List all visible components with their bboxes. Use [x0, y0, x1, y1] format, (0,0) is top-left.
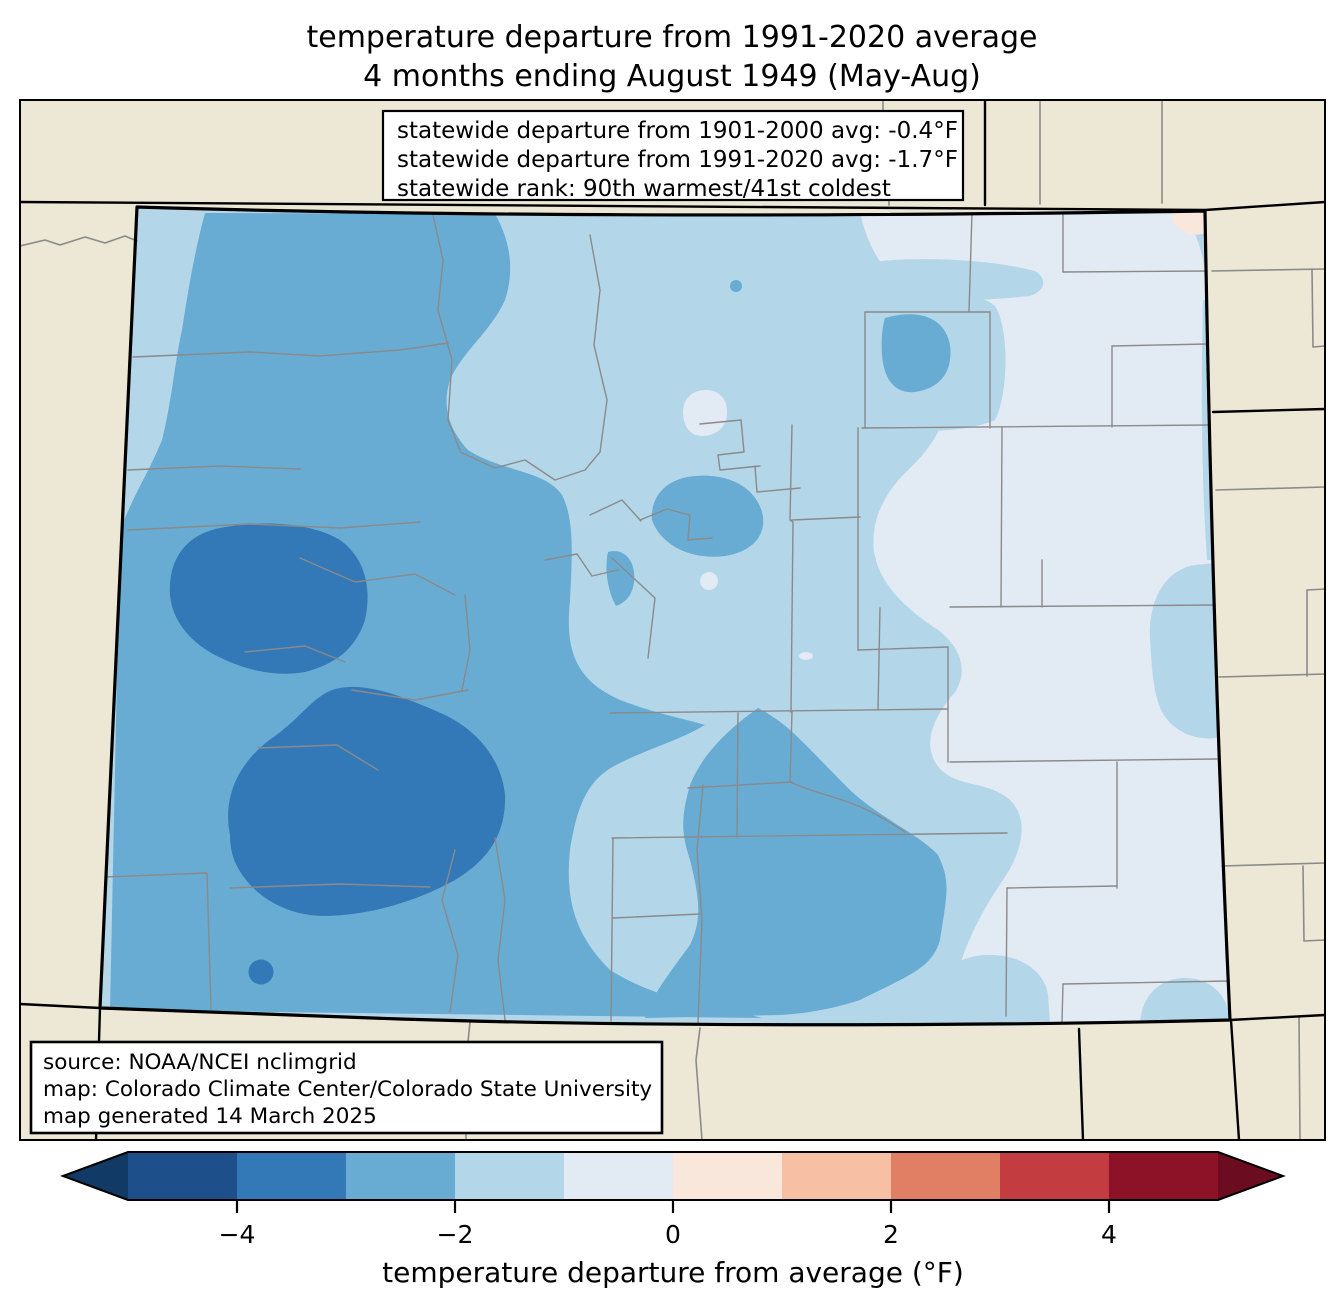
contour-dark-lower-lobe [228, 686, 506, 916]
contour-pale-spot-boulder [683, 390, 728, 436]
contour-light-tongue-ne [850, 259, 1044, 301]
tick-label-neg2: −2 [437, 1220, 474, 1249]
axes-frame [19, 99, 1326, 1141]
colorbar-segment [346, 1152, 455, 1200]
contour-light-bottom-a [929, 954, 1050, 1023]
colorbar-segment [455, 1152, 564, 1200]
stats-box-frame [381, 109, 965, 202]
contour-light-east-blob [1149, 562, 1228, 739]
colorbar-segment [237, 1152, 346, 1200]
source-line: source: NOAA/NCEI nclimgrid [43, 1050, 357, 1075]
contour-pale-spot-tiny [799, 652, 813, 660]
stats-line-1991-2020: statewide departure from 1991-2020 avg: … [397, 147, 958, 173]
colorado-border [98, 205, 1232, 1027]
contour-pale-spot-small [700, 572, 718, 590]
colorbar-segment [891, 1152, 1000, 1200]
county-lines-colorado [104, 211, 1230, 1024]
contour-medium-logan-blob [881, 314, 951, 393]
colorbar-segment [782, 1152, 891, 1200]
colorbar-over-arrow [1218, 1152, 1283, 1200]
tick-label-4: 4 [1101, 1220, 1117, 1249]
statewide-stats-box: statewide departure from 1901-2000 avg: … [381, 109, 965, 202]
map-credit-line: map: Colorado Climate Center/Colorado St… [43, 1077, 652, 1102]
colorbar-segment [673, 1152, 782, 1200]
colorbar-segment [128, 1152, 237, 1200]
colorbar: −4 −2 0 2 4 temperature departure from a… [60, 1151, 1286, 1289]
generated-date-line: map generated 14 March 2025 [43, 1104, 377, 1129]
colorbar-under-arrow [63, 1152, 128, 1200]
source-box-frame [29, 1040, 664, 1135]
tick-label-2: 2 [883, 1220, 899, 1249]
colorbar-ticks [235, 1200, 1111, 1213]
contour-fills [100, 207, 1230, 1025]
source-box: source: NOAA/NCEI nclimgrid map: Colorad… [29, 1040, 664, 1135]
contour-medium-denver-blob [651, 475, 764, 557]
chart-title-line1: temperature departure from 1991-2020 ave… [306, 20, 1037, 55]
colorbar-segment [1000, 1152, 1109, 1200]
contour-peach-ne-corner [1171, 211, 1207, 235]
stats-line-1901-2000: statewide departure from 1901-2000 avg: … [397, 118, 958, 144]
tick-label-neg4: −4 [219, 1220, 256, 1249]
chart-title-line2: 4 months ending August 1949 (May-Aug) [363, 59, 981, 94]
tick-label-0: 0 [665, 1220, 681, 1249]
colorbar-outline [60, 1151, 1286, 1201]
contour-medium-sliver [606, 550, 635, 606]
contour-dark-upper-lobe [169, 523, 368, 674]
contour-light-bottom-b [1140, 978, 1229, 1023]
contour-medium-dot-north [730, 280, 742, 292]
stats-line-rank: statewide rank: 90th warmest/41st coldes… [397, 176, 891, 202]
colorbar-segment [1109, 1152, 1218, 1200]
colorbar-segment [564, 1152, 673, 1200]
contour-dark-dot-south [248, 959, 274, 985]
colorbar-axis-label: temperature departure from average (°F) [382, 1256, 964, 1289]
state-borders [20, 100, 1325, 1140]
